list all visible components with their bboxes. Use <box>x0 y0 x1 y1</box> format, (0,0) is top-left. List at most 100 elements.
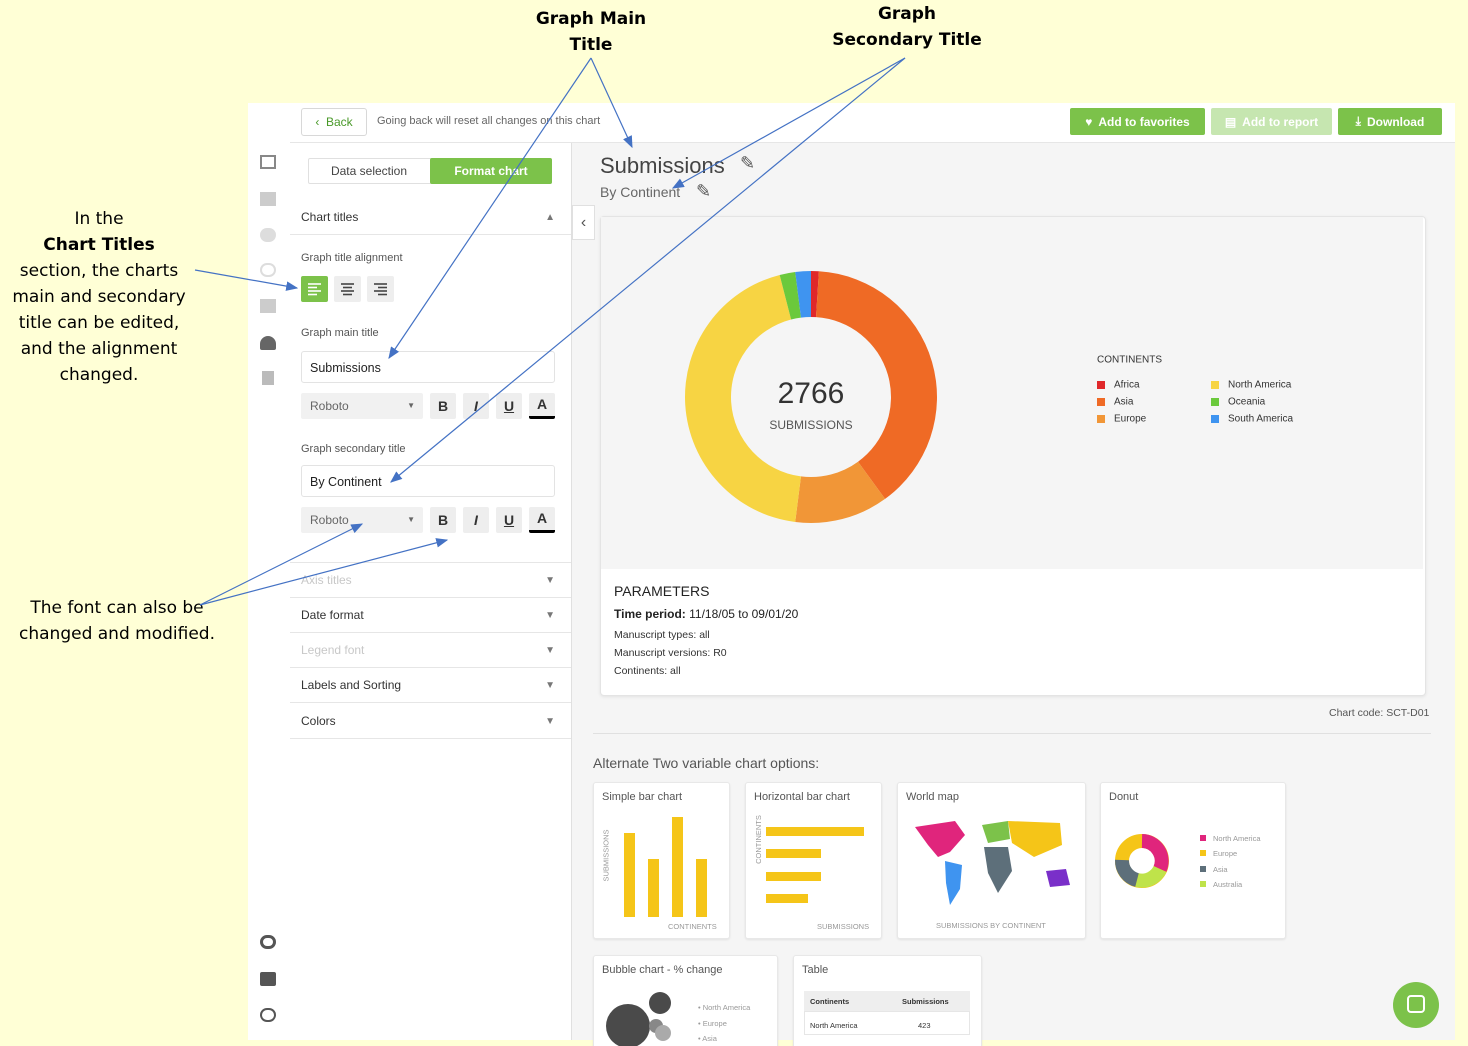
section-title: Colors <box>301 714 336 728</box>
thumb-legend-label: Asia <box>1213 865 1228 874</box>
tab-data-selection[interactable]: Data selection <box>330 164 408 178</box>
align-center-button[interactable] <box>334 276 361 302</box>
thumb-table-cell: 423 <box>918 1021 931 1030</box>
thumb-legend-swatch <box>1200 881 1206 887</box>
chevron-down: ▼ <box>545 645 555 656</box>
nav-users-icon[interactable] <box>260 228 276 242</box>
legend-label: Oceania <box>1228 397 1266 408</box>
align-left-button[interactable] <box>301 276 328 302</box>
annotation-font: The font can also be changed and modified… <box>6 595 228 647</box>
main-title-label: Graph main title <box>301 327 379 339</box>
nav-help-icon[interactable] <box>260 935 276 949</box>
annotation-line: main and secondary <box>12 287 186 307</box>
nav-question-icon[interactable] <box>260 972 276 986</box>
thumb-bar <box>766 827 864 836</box>
section-title: Legend font <box>301 643 365 657</box>
card-title: Horizontal bar chart <box>754 791 850 803</box>
divider <box>593 733 1431 734</box>
section-header[interactable]: Colors ▼ <box>290 704 571 739</box>
align-right-icon <box>374 283 387 296</box>
annotation-line: The font can also be <box>30 598 204 618</box>
alt-card[interactable]: World map SUBMISSIONS BY CONTINENT <box>897 782 1086 939</box>
align-left-icon <box>308 283 321 296</box>
parameter-line: Continents: all <box>614 665 681 677</box>
favorites-button[interactable]: ♥ Add to favorites <box>1070 108 1205 135</box>
alt-card[interactable]: Table Continents Submissions North Ameri… <box>793 955 982 1046</box>
thumb-legend-swatch <box>1200 835 1206 841</box>
legend-label: Europe <box>1114 414 1147 425</box>
annotation-secondary-title: Graph Secondary Title <box>817 1 997 53</box>
parameters-title: PARAMETERS <box>614 583 710 599</box>
time-period-label: Time period: <box>614 607 686 621</box>
legend-swatch <box>1097 398 1105 406</box>
chat-button[interactable] <box>1393 982 1439 1028</box>
nav-book-icon[interactable] <box>260 192 276 206</box>
chevron-down: ▼ <box>545 610 555 621</box>
center-label: SUBMISSIONS <box>769 418 852 432</box>
font-name: Roboto <box>310 399 349 413</box>
nav-presentation-icon[interactable] <box>260 299 276 313</box>
card-title: Bubble chart - % change <box>602 964 723 976</box>
alt-card[interactable]: Horizontal bar chart CONTINENTS SUBMISSI… <box>745 782 882 939</box>
color-button[interactable]: A <box>529 507 555 533</box>
chevron-down: ▼ <box>545 716 555 727</box>
thumb-world-map <box>915 821 1070 905</box>
thumb-table-header <box>804 991 970 1011</box>
thumb-bar <box>648 859 659 917</box>
thumb-legend-swatch <box>1200 866 1206 872</box>
card-title: Donut <box>1109 791 1139 803</box>
back-label: Back <box>325 115 353 129</box>
section-title: Labels and Sorting <box>301 678 402 692</box>
section-header[interactable]: Date format ▼ <box>290 598 571 633</box>
download-label: Download <box>1366 114 1425 129</box>
legend-title: CONTINENTS <box>1097 355 1162 366</box>
download-button[interactable]: ⤓ Download <box>1338 108 1442 135</box>
annotation-line: Graph Main <box>535 9 647 29</box>
thumb-legend-label: • Europe <box>698 1019 727 1028</box>
donut-segment <box>816 271 937 499</box>
legend-swatch <box>1097 381 1105 389</box>
thumb-legend-text: Asia <box>702 1034 717 1043</box>
back-button[interactable]: ‹ Back <box>301 108 367 136</box>
thumb-table-cell: Continents <box>810 997 850 1006</box>
thumb-bar <box>766 849 821 858</box>
nav-logout-icon[interactable] <box>260 1008 276 1022</box>
card-axis-label: CONTINENTS <box>668 922 717 931</box>
report-button[interactable]: ▤ Add to report <box>1211 108 1332 135</box>
alt-card[interactable]: Bubble chart - % change • North America … <box>593 955 778 1046</box>
chat-icon <box>1407 995 1425 1013</box>
thumb-legend-label: North America <box>1213 834 1261 843</box>
card-axis-label: SUBMISSIONS <box>601 829 611 882</box>
alignment-label: Graph title alignment <box>301 252 403 264</box>
underline-button[interactable]: U <box>496 507 522 533</box>
thumb-legend-swatch <box>1200 850 1206 856</box>
thumb-legend-text: North America <box>702 1003 751 1012</box>
caret: ▼ <box>407 515 415 524</box>
legend-swatch <box>1211 381 1219 389</box>
annotation-line: title can be edited, <box>18 313 180 333</box>
thumb-table-cell: North America <box>810 1021 858 1030</box>
chevron-down: ▼ <box>545 575 555 586</box>
alt-card[interactable]: Donut North America Europe Asia Australi… <box>1100 782 1286 939</box>
section-header[interactable]: Legend font ▼ <box>290 633 571 668</box>
annotation-line: Title <box>569 35 613 55</box>
legend-swatch <box>1211 415 1219 423</box>
annotation-band <box>0 0 1468 103</box>
thumb-legend-label: • North America <box>698 1003 751 1012</box>
nav-chart-icon[interactable] <box>260 155 276 169</box>
card-title: World map <box>906 791 959 803</box>
alt-card[interactable]: Simple bar chart SUBMISSIONS CONTINENTS <box>593 782 730 939</box>
italic-button[interactable]: I <box>463 507 489 533</box>
center-value: 2766 <box>778 377 845 410</box>
bold-button[interactable]: B <box>430 507 456 533</box>
legend-swatch <box>1211 398 1219 406</box>
card-title: Table <box>802 964 829 976</box>
report-label: Add to report <box>1242 114 1319 129</box>
nav-favorites-icon[interactable] <box>260 336 276 350</box>
section-header[interactable]: Labels and Sorting ▼ <box>290 668 571 703</box>
thumb-bar <box>766 894 808 903</box>
nav-report-icon[interactable] <box>262 371 274 385</box>
annotation-line: and the alignment <box>20 339 178 359</box>
card-axis-label: SUBMISSIONS <box>817 922 870 931</box>
